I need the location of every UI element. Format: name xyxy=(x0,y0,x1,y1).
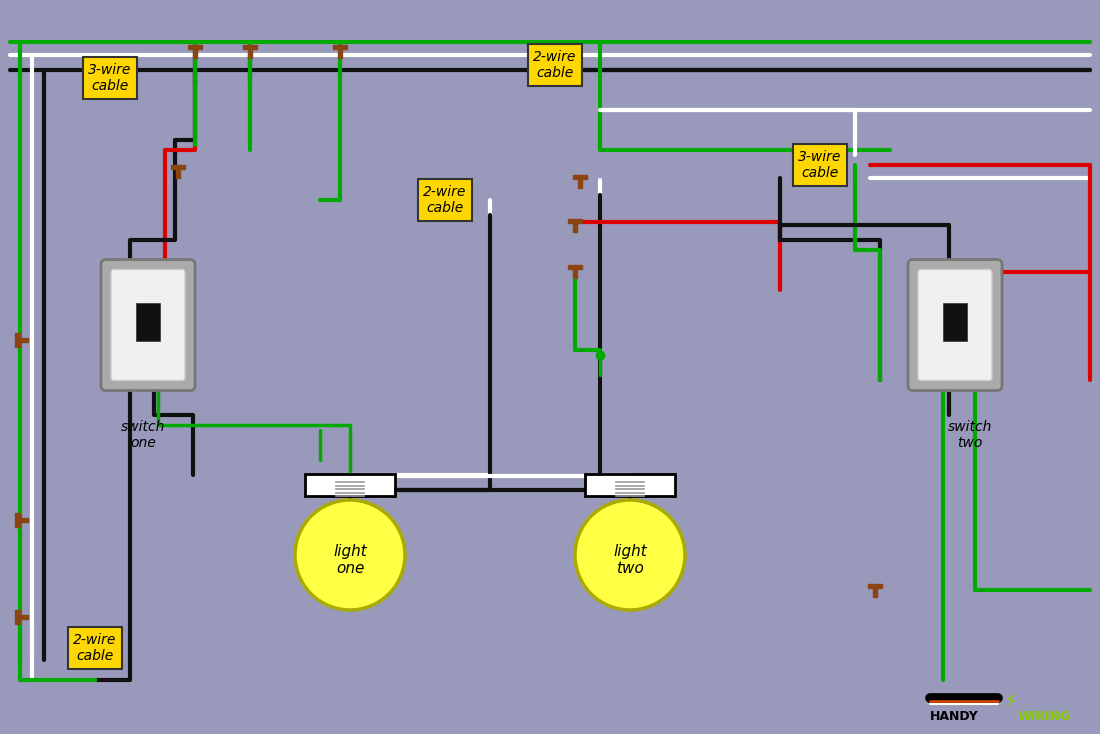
Text: 2-wire
cable: 2-wire cable xyxy=(74,633,117,663)
Text: 2-wire
cable: 2-wire cable xyxy=(424,185,466,215)
Bar xyxy=(249,49,252,58)
FancyBboxPatch shape xyxy=(101,260,195,390)
Text: WIRING: WIRING xyxy=(1018,710,1071,722)
Bar xyxy=(579,179,582,188)
FancyBboxPatch shape xyxy=(918,269,992,380)
Bar xyxy=(339,49,342,58)
Bar xyxy=(188,45,202,49)
Bar xyxy=(305,474,395,496)
Bar xyxy=(573,175,587,179)
Bar xyxy=(573,269,576,277)
Bar xyxy=(170,164,185,170)
Bar xyxy=(176,170,179,178)
Bar xyxy=(15,513,20,527)
Bar xyxy=(573,223,576,232)
Bar xyxy=(943,303,967,341)
Text: 3-wire
cable: 3-wire cable xyxy=(88,63,132,93)
Bar xyxy=(15,610,20,624)
Circle shape xyxy=(575,500,685,610)
Bar xyxy=(15,333,20,347)
FancyBboxPatch shape xyxy=(111,269,185,380)
Circle shape xyxy=(295,500,405,610)
Bar xyxy=(585,474,675,496)
Bar xyxy=(136,303,160,341)
FancyBboxPatch shape xyxy=(908,260,1002,390)
Bar xyxy=(20,518,28,522)
Text: light
one: light one xyxy=(333,544,367,576)
Bar xyxy=(333,45,346,49)
Text: switch
one: switch one xyxy=(121,420,165,450)
Text: 3-wire
cable: 3-wire cable xyxy=(799,150,842,180)
Bar xyxy=(20,615,28,619)
Bar xyxy=(194,49,197,58)
Bar xyxy=(873,589,877,597)
Text: light
two: light two xyxy=(613,544,647,576)
Bar xyxy=(568,219,582,223)
Text: HANDY: HANDY xyxy=(930,710,979,722)
Text: ⚡: ⚡ xyxy=(1003,692,1016,711)
Bar xyxy=(568,264,582,269)
Text: 2-wire
cable: 2-wire cable xyxy=(534,50,576,80)
Bar xyxy=(20,338,28,342)
Bar xyxy=(868,584,882,589)
Text: switch
two: switch two xyxy=(948,420,992,450)
Bar xyxy=(243,45,257,49)
